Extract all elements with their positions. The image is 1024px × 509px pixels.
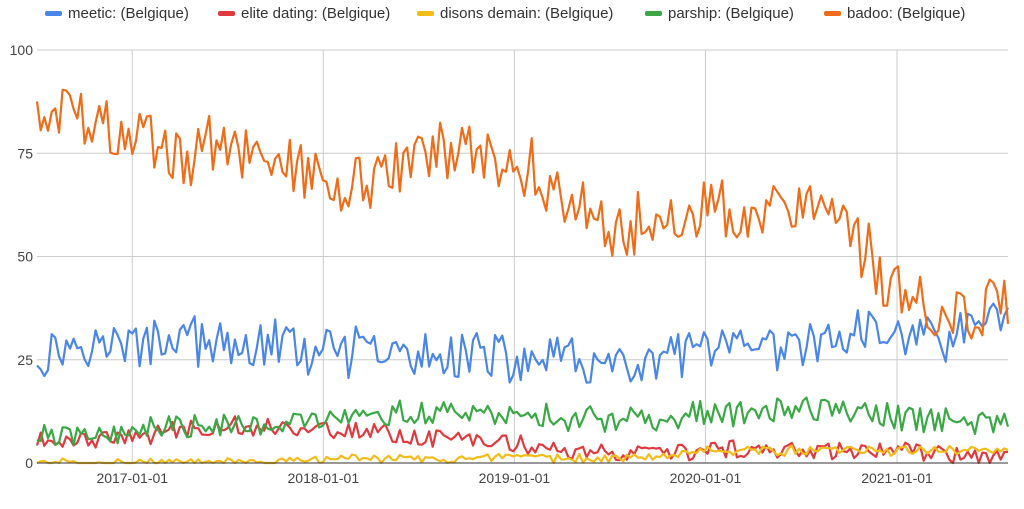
- y-tick-label: 50: [17, 249, 33, 265]
- y-tick-label: 100: [10, 42, 34, 58]
- legend-label-elite-dating: elite dating: (Belgique): [241, 5, 391, 22]
- series-line-2: [36, 444, 1009, 465]
- legend-swatch-elite-dating: [218, 11, 235, 16]
- series-line-0: [36, 302, 1009, 384]
- legend-label-badoo: badoo: (Belgique): [847, 5, 966, 22]
- legend-swatch-badoo: [824, 11, 841, 16]
- y-tick-label: 25: [17, 352, 33, 368]
- legend-swatch-disons-demain: [417, 11, 434, 16]
- chart-legend: meetic: (Belgique) elite dating: (Belgiq…: [0, 0, 1024, 30]
- legend-swatch-meetic: [45, 11, 62, 16]
- legend-item-meetic[interactable]: meetic: (Belgique): [45, 5, 189, 22]
- gridlines: [37, 49, 1008, 463]
- legend-item-elite-dating[interactable]: elite dating: (Belgique): [218, 5, 390, 22]
- legend-label-parship: parship: (Belgique): [668, 5, 794, 22]
- x-tick-label: 2021-01-01: [861, 470, 933, 486]
- legend-item-badoo[interactable]: badoo: (Belgique): [824, 5, 965, 22]
- axes: 0 25 50 75 100 2017-01-01 2018-01-01 2019-01-01…: [10, 42, 1008, 486]
- y-tick-label: 0: [25, 455, 33, 471]
- x-tick-label: 2020-01-01: [670, 470, 742, 486]
- legend-swatch-parship: [645, 11, 662, 16]
- y-tick-label: 75: [17, 145, 33, 161]
- legend-label-disons-demain: disons demain: (Belgique): [440, 5, 614, 22]
- series-line-1: [35, 415, 1008, 465]
- legend-label-meetic: meetic: (Belgique): [68, 5, 189, 22]
- x-tick-label: 2017-01-01: [96, 470, 168, 486]
- legend-item-parship[interactable]: parship: (Belgique): [645, 5, 794, 22]
- series-line-3: [36, 396, 1010, 446]
- legend-item-disons-demain[interactable]: disons demain: (Belgique): [417, 5, 613, 22]
- series-line-4: [35, 88, 1010, 340]
- series-lines: [35, 88, 1010, 465]
- x-tick-label: 2018-01-01: [288, 470, 360, 486]
- x-tick-label: 2019-01-01: [479, 470, 551, 486]
